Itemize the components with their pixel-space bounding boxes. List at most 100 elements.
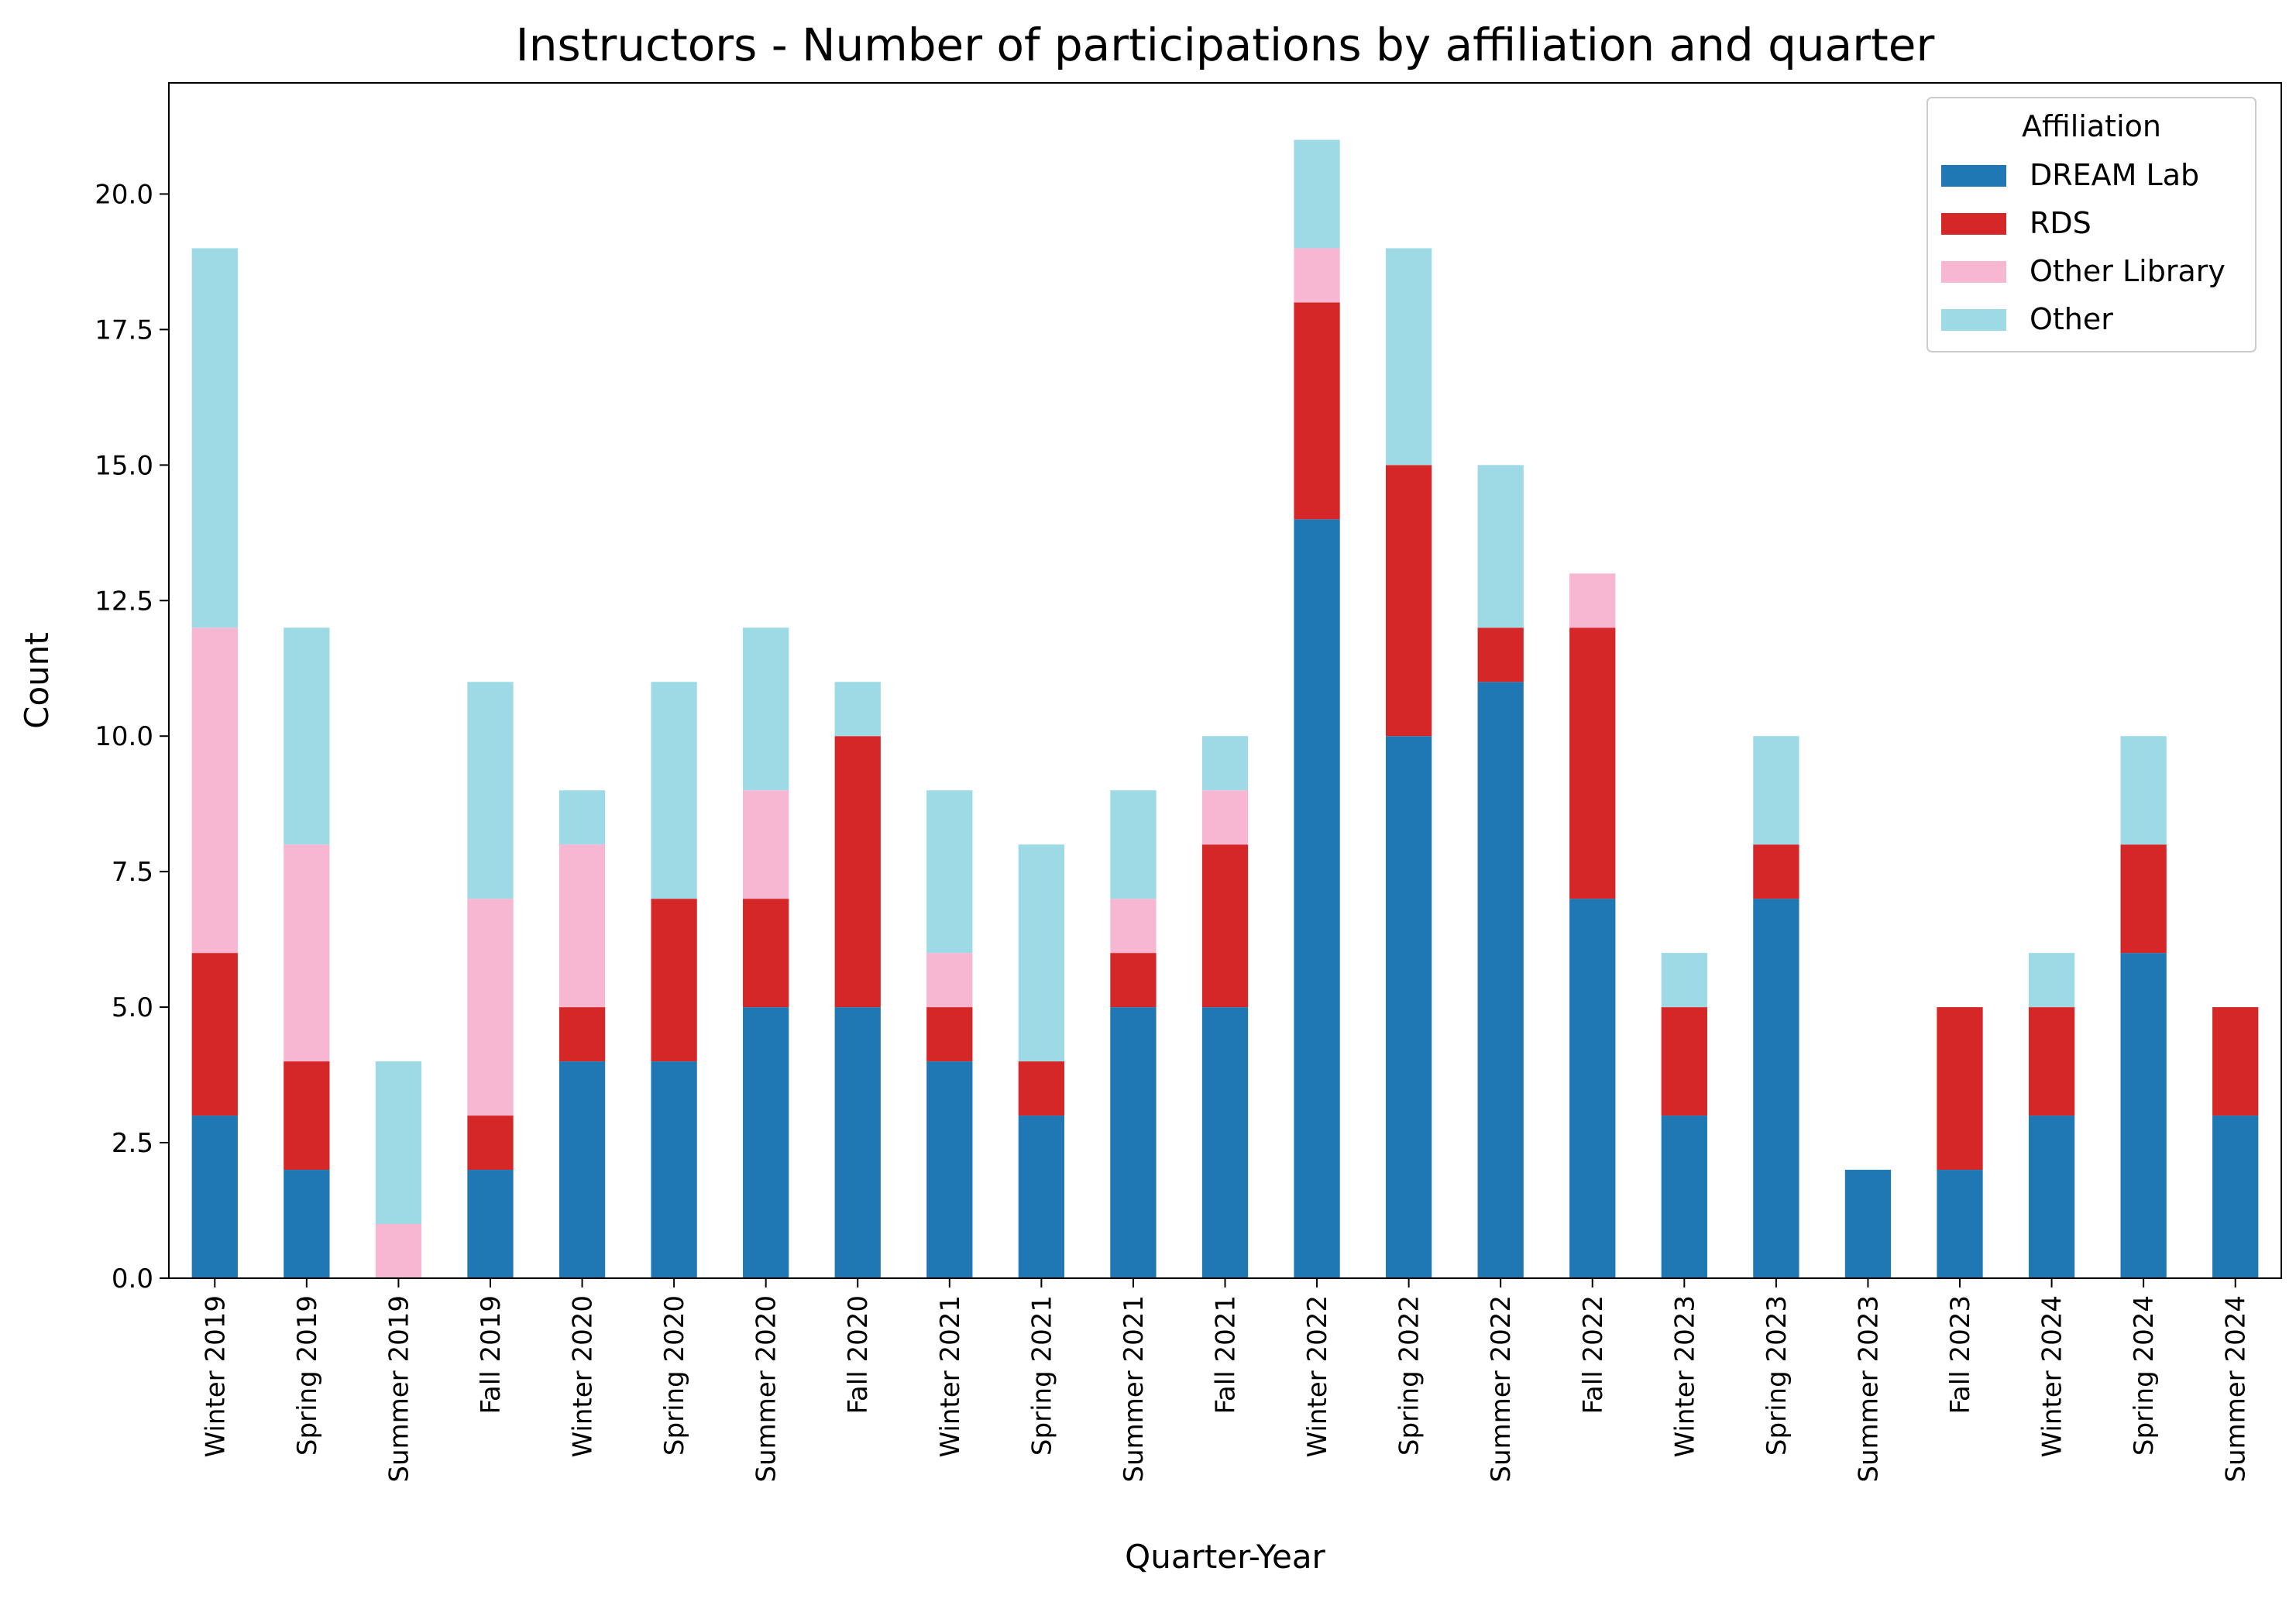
bar-segment: [1201, 1007, 1249, 1278]
bar-segment: [2120, 844, 2167, 954]
bar-segment: [651, 682, 697, 899]
bar-segment: [1018, 1116, 1065, 1278]
x-tick-label: Spring 2020: [659, 1295, 690, 1456]
bar-segment: [559, 1061, 606, 1278]
bar-segment: [743, 899, 789, 1008]
bar-segment: [467, 899, 514, 1116]
bar-segment: [375, 1061, 422, 1225]
bar-segment: [1294, 248, 1340, 303]
y-tick-label: 10.0: [95, 721, 153, 752]
bar-segment: [2120, 953, 2167, 1278]
bar-segment: [743, 790, 789, 899]
bar-segment: [834, 682, 881, 737]
x-tick-label: Spring 2021: [1026, 1295, 1057, 1456]
bar-segment: [284, 627, 330, 845]
bar-segment: [191, 953, 238, 1116]
x-tick-label: Summer 2023: [1853, 1295, 1884, 1483]
bar-segment: [1110, 790, 1157, 899]
bar-segment: [559, 1007, 606, 1062]
bar-segment: [467, 1170, 514, 1278]
bar-segment: [1569, 573, 1616, 628]
x-tick-label: Summer 2021: [1119, 1295, 1150, 1483]
x-tick-label: Spring 2023: [1762, 1295, 1792, 1456]
legend-label: DREAM Lab: [2030, 158, 2199, 192]
x-tick-label: Spring 2019: [292, 1295, 323, 1456]
bar-segment: [284, 1170, 330, 1278]
x-tick-label: Fall 2023: [1945, 1295, 1976, 1415]
bar-segment: [1294, 302, 1340, 520]
x-axis-label: Quarter-Year: [1125, 1538, 1325, 1576]
bar-segment: [926, 790, 973, 954]
legend-label: Other Library: [2030, 254, 2226, 288]
chart-title: Instructors - Number of participations b…: [516, 19, 1935, 71]
bar-segment: [651, 1061, 697, 1278]
bar-segment: [2028, 1116, 2075, 1278]
x-tick-label: Winter 2019: [200, 1295, 231, 1457]
bar-segment: [2028, 953, 2075, 1008]
legend-title: Affiliation: [2022, 109, 2161, 143]
bar-segment: [1385, 736, 1432, 1278]
x-axis: Winter 2019 Spring 2019 Summer 2019 Fall 20…: [200, 1278, 2252, 1483]
bar-segment: [1201, 736, 1249, 791]
x-tick-label: Summer 2020: [751, 1295, 782, 1483]
y-tick-label: 20.0: [95, 179, 153, 210]
plot-area-frame: [168, 82, 2282, 1279]
bar-segment: [1201, 790, 1249, 845]
x-tick-label: Summer 2022: [1486, 1295, 1517, 1483]
x-tick-label: Fall 2021: [1211, 1295, 1242, 1415]
bar-segment: [834, 736, 881, 1008]
legend-swatch: [1941, 309, 2006, 331]
bar-segment: [191, 627, 238, 954]
bar-segment: [1661, 1007, 1707, 1116]
x-tick-label: Spring 2022: [1394, 1295, 1425, 1456]
bar-segment: [2212, 1116, 2259, 1278]
bar-segment: [1661, 953, 1707, 1008]
bar-segment: [743, 627, 789, 791]
x-tick-label: Winter 2022: [1302, 1295, 1333, 1457]
y-tick-label: 15.0: [95, 450, 153, 481]
y-tick-label: 0.0: [112, 1263, 153, 1294]
x-tick-label: Winter 2024: [2037, 1295, 2068, 1457]
bar-segment: [1294, 139, 1340, 249]
bar-segment: [467, 1116, 514, 1171]
bar-segment: [375, 1224, 422, 1278]
bar-segment: [191, 1116, 238, 1278]
bar-segment: [1477, 627, 1524, 682]
bar-segment: [926, 1061, 973, 1278]
bar-segment: [926, 953, 973, 1008]
bar-segment: [1018, 1061, 1065, 1116]
bar-segment: [1753, 899, 1799, 1278]
bar-segment: [1661, 1116, 1707, 1278]
bar-segment: [2120, 736, 2167, 845]
bar-segment: [1110, 1007, 1157, 1278]
bar-segment: [559, 790, 606, 845]
bar-segment: [1753, 736, 1799, 845]
x-tick-label: Fall 2022: [1578, 1295, 1609, 1415]
y-tick-label: 17.5: [95, 315, 153, 345]
legend-items: DREAM Lab RDS Other Library Other: [1941, 158, 2226, 336]
bar-segment: [1110, 953, 1157, 1008]
bar-segment: [1018, 844, 1065, 1062]
bar-segment: [834, 1007, 881, 1278]
bar-segment: [2028, 1007, 2075, 1116]
bar-segment: [743, 1007, 789, 1278]
x-tick-label: Fall 2020: [843, 1295, 874, 1415]
bar-segment: [559, 844, 606, 1008]
bar-segment: [1569, 899, 1616, 1278]
bar-segment: [1844, 1170, 1892, 1278]
bar-segment: [1937, 1007, 1983, 1171]
legend-swatch: [1941, 261, 2006, 283]
x-tick-label: Fall 2019: [476, 1295, 507, 1415]
x-tick-label: Spring 2024: [2129, 1295, 2160, 1456]
y-tick-label: 12.5: [95, 586, 153, 617]
bars-group: [191, 139, 2259, 1278]
x-tick-label: Winter 2020: [568, 1295, 599, 1457]
legend-swatch: [1941, 165, 2006, 187]
bar-segment: [191, 248, 238, 628]
bar-segment: [1110, 899, 1157, 954]
x-tick-label: Summer 2024: [2221, 1295, 2252, 1483]
bar-segment: [1294, 519, 1340, 1278]
bar-segment: [1477, 465, 1524, 628]
bar-segment: [926, 1007, 973, 1062]
